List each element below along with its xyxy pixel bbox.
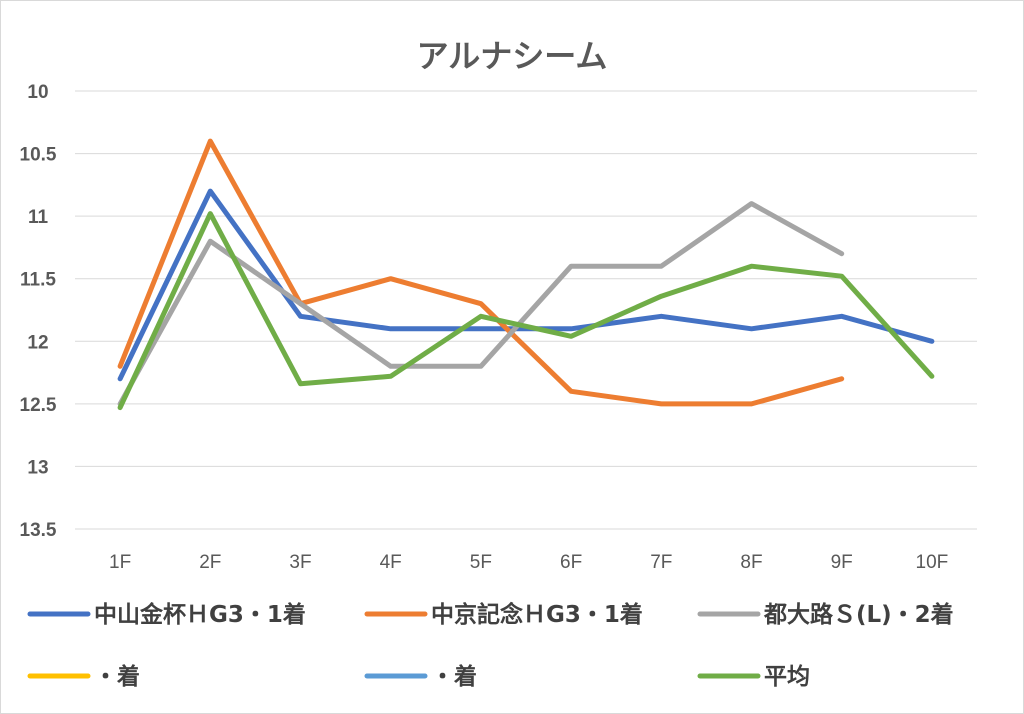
y-tick-label: 10.5 [20,145,57,166]
x-tick-label: 6F [560,552,582,573]
x-axis-ticks: 1F 2F 3F 4F 5F 6F 7F 8F 9F 10F [109,552,948,573]
legend-label: 平均 [764,663,810,690]
y-tick-label: 11.5 [20,270,56,291]
legend-label: 都大路Ｓ(L)・2着 [763,601,954,628]
series-line-1 [117,138,845,407]
y-axis-ticks: 10 10.5 11 11.5 12 12.5 13 13.5 [20,82,57,541]
x-tick-label: 5F [470,552,492,573]
series-line-2 [117,201,845,407]
x-tick-label: 7F [650,552,672,573]
x-tick-label: 8F [740,552,762,573]
x-tick-label: 4F [380,552,402,573]
series-lines [117,138,935,411]
x-tick-label: 10F [916,552,949,573]
y-tick-label: 12.5 [20,395,57,416]
gridlines [75,90,977,530]
legend-label: 中山金杯ＨG3・1着 [94,601,306,628]
x-tick-label: 2F [199,552,221,573]
legend: 中山金杯ＨG3・1着 中京記念ＨG3・1着 都大路Ｓ(L)・2着・着 ・着 平均 [27,601,954,690]
y-tick-label: 10 [27,82,48,103]
x-tick-label: 1F [109,552,131,573]
x-tick-label: 9F [831,552,853,573]
legend-label: ・着 [94,663,140,690]
chart-title: アルナシーム [417,37,608,75]
y-tick-label: 13.5 [20,520,57,541]
y-tick-label: 12 [27,332,48,353]
series-line-5 [117,211,935,411]
y-tick-label: 11 [28,207,49,228]
legend-label: ・着 [431,663,477,690]
x-tick-label: 3F [289,552,311,573]
legend-label: 中京記念ＨG3・1着 [431,601,643,628]
y-tick-label: 13 [27,457,48,478]
